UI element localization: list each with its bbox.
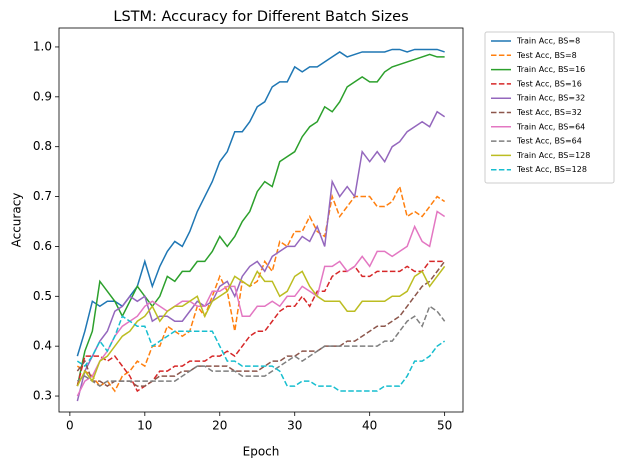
legend-label: Test Acc, BS=8 [516,51,577,60]
legend-label: Test Acc, BS=64 [516,137,582,146]
line-series [76,210,446,397]
x-tick-label: 30 [287,419,302,433]
y-tick-label: 0.5 [33,289,52,303]
line-series [76,184,446,393]
y-tick-label: 0.9 [33,89,52,103]
x-tick-label: 40 [362,419,377,433]
legend-label: Train Acc, BS=64 [516,122,585,131]
x-tick-label: 10 [137,419,152,433]
legend-label: Train Acc, BS=8 [516,37,580,46]
legend-label: Train Acc, BS=32 [516,94,585,103]
y-tick-label: 1.0 [33,39,52,53]
x-tick-label: 50 [437,419,452,433]
line-series [76,260,446,387]
x-tick-label: 0 [66,419,74,433]
chart-title: LSTM: Accuracy for Different Batch Sizes [113,9,408,25]
line-series [76,305,446,387]
legend: Train Acc, BS=8 Test Acc, BS=8 Train Acc, … [484,31,615,184]
line-series [76,265,446,387]
line-series [76,48,445,357]
line-series [76,315,446,392]
y-tick-label: 0.7 [33,189,52,203]
line-series [76,53,445,387]
x-tick-label: 20 [212,419,227,433]
y-tick-label: 0.8 [33,139,52,153]
plot-frame [58,27,464,413]
legend-label: Train Acc, BS=128 [516,151,590,160]
line-series [76,110,446,402]
legend-label: Test Acc, BS=128 [516,165,587,174]
y-axis-label: Accuracy [10,193,24,248]
x-axis-label: Epoch [243,445,280,459]
line-series [76,260,445,393]
y-tick-label: 0.6 [33,239,52,253]
legend-label: Test Acc, BS=16 [516,79,582,88]
legend-box [484,31,615,184]
y-tick-label: 0.3 [33,389,52,403]
legend-label: Train Acc, BS=16 [516,65,585,74]
legend-label: Test Acc, BS=32 [516,108,582,117]
y-tick-label: 0.4 [33,339,52,353]
